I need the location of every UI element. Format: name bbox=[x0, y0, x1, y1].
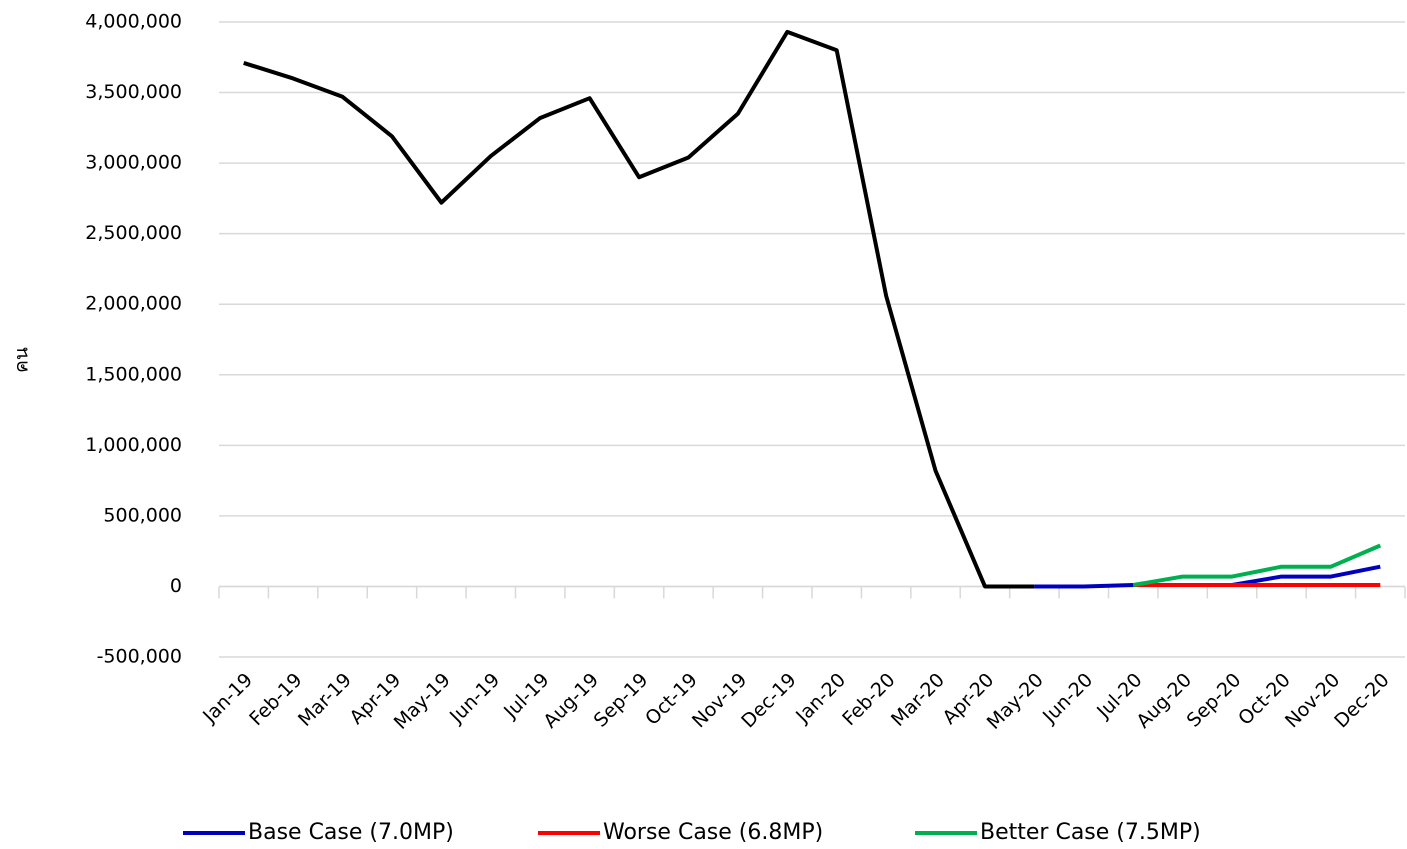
y-tick-label: 2,000,000 bbox=[85, 293, 182, 315]
x-tick-label: Jun-20 bbox=[1038, 669, 1097, 728]
y-tick-label: 2,500,000 bbox=[85, 222, 182, 244]
y-tick-label: 3,000,000 bbox=[85, 152, 182, 174]
legend-label: Base Case (7.0MP) bbox=[248, 820, 454, 845]
y-tick-label: 1,000,000 bbox=[85, 434, 182, 456]
y-tick-label: 1,500,000 bbox=[85, 363, 182, 385]
x-tick-label: Dec-19 bbox=[737, 669, 801, 733]
x-tick-label: Feb-19 bbox=[245, 669, 306, 730]
x-tick-label: Aug-20 bbox=[1132, 669, 1196, 733]
x-tick-label: Aug-19 bbox=[539, 669, 603, 733]
y-tick-label: 4,000,000 bbox=[85, 11, 182, 33]
x-tick-label: Dec-20 bbox=[1330, 669, 1394, 733]
y-axis-label: คน bbox=[11, 347, 33, 373]
x-tick-label: Feb-20 bbox=[838, 669, 899, 730]
x-tick-label: Jun-19 bbox=[445, 669, 504, 728]
y-tick-label: 3,500,000 bbox=[85, 81, 182, 103]
x-tick-label: Sep-20 bbox=[1183, 669, 1246, 732]
y-tick-label: 500,000 bbox=[103, 504, 182, 526]
legend-label: Better Case (7.5MP) bbox=[980, 820, 1201, 845]
x-tick-label: Mar-19 bbox=[294, 669, 356, 731]
y-tick-label: 0 bbox=[170, 575, 182, 597]
x-tick-label: Mar-20 bbox=[887, 669, 949, 731]
legend-label: Worse Case (6.8MP) bbox=[603, 820, 823, 845]
x-tick-label: Sep-19 bbox=[590, 669, 653, 732]
y-tick-label: -500,000 bbox=[97, 646, 182, 668]
series-line bbox=[1132, 543, 1382, 588]
series-line bbox=[243, 29, 1035, 589]
